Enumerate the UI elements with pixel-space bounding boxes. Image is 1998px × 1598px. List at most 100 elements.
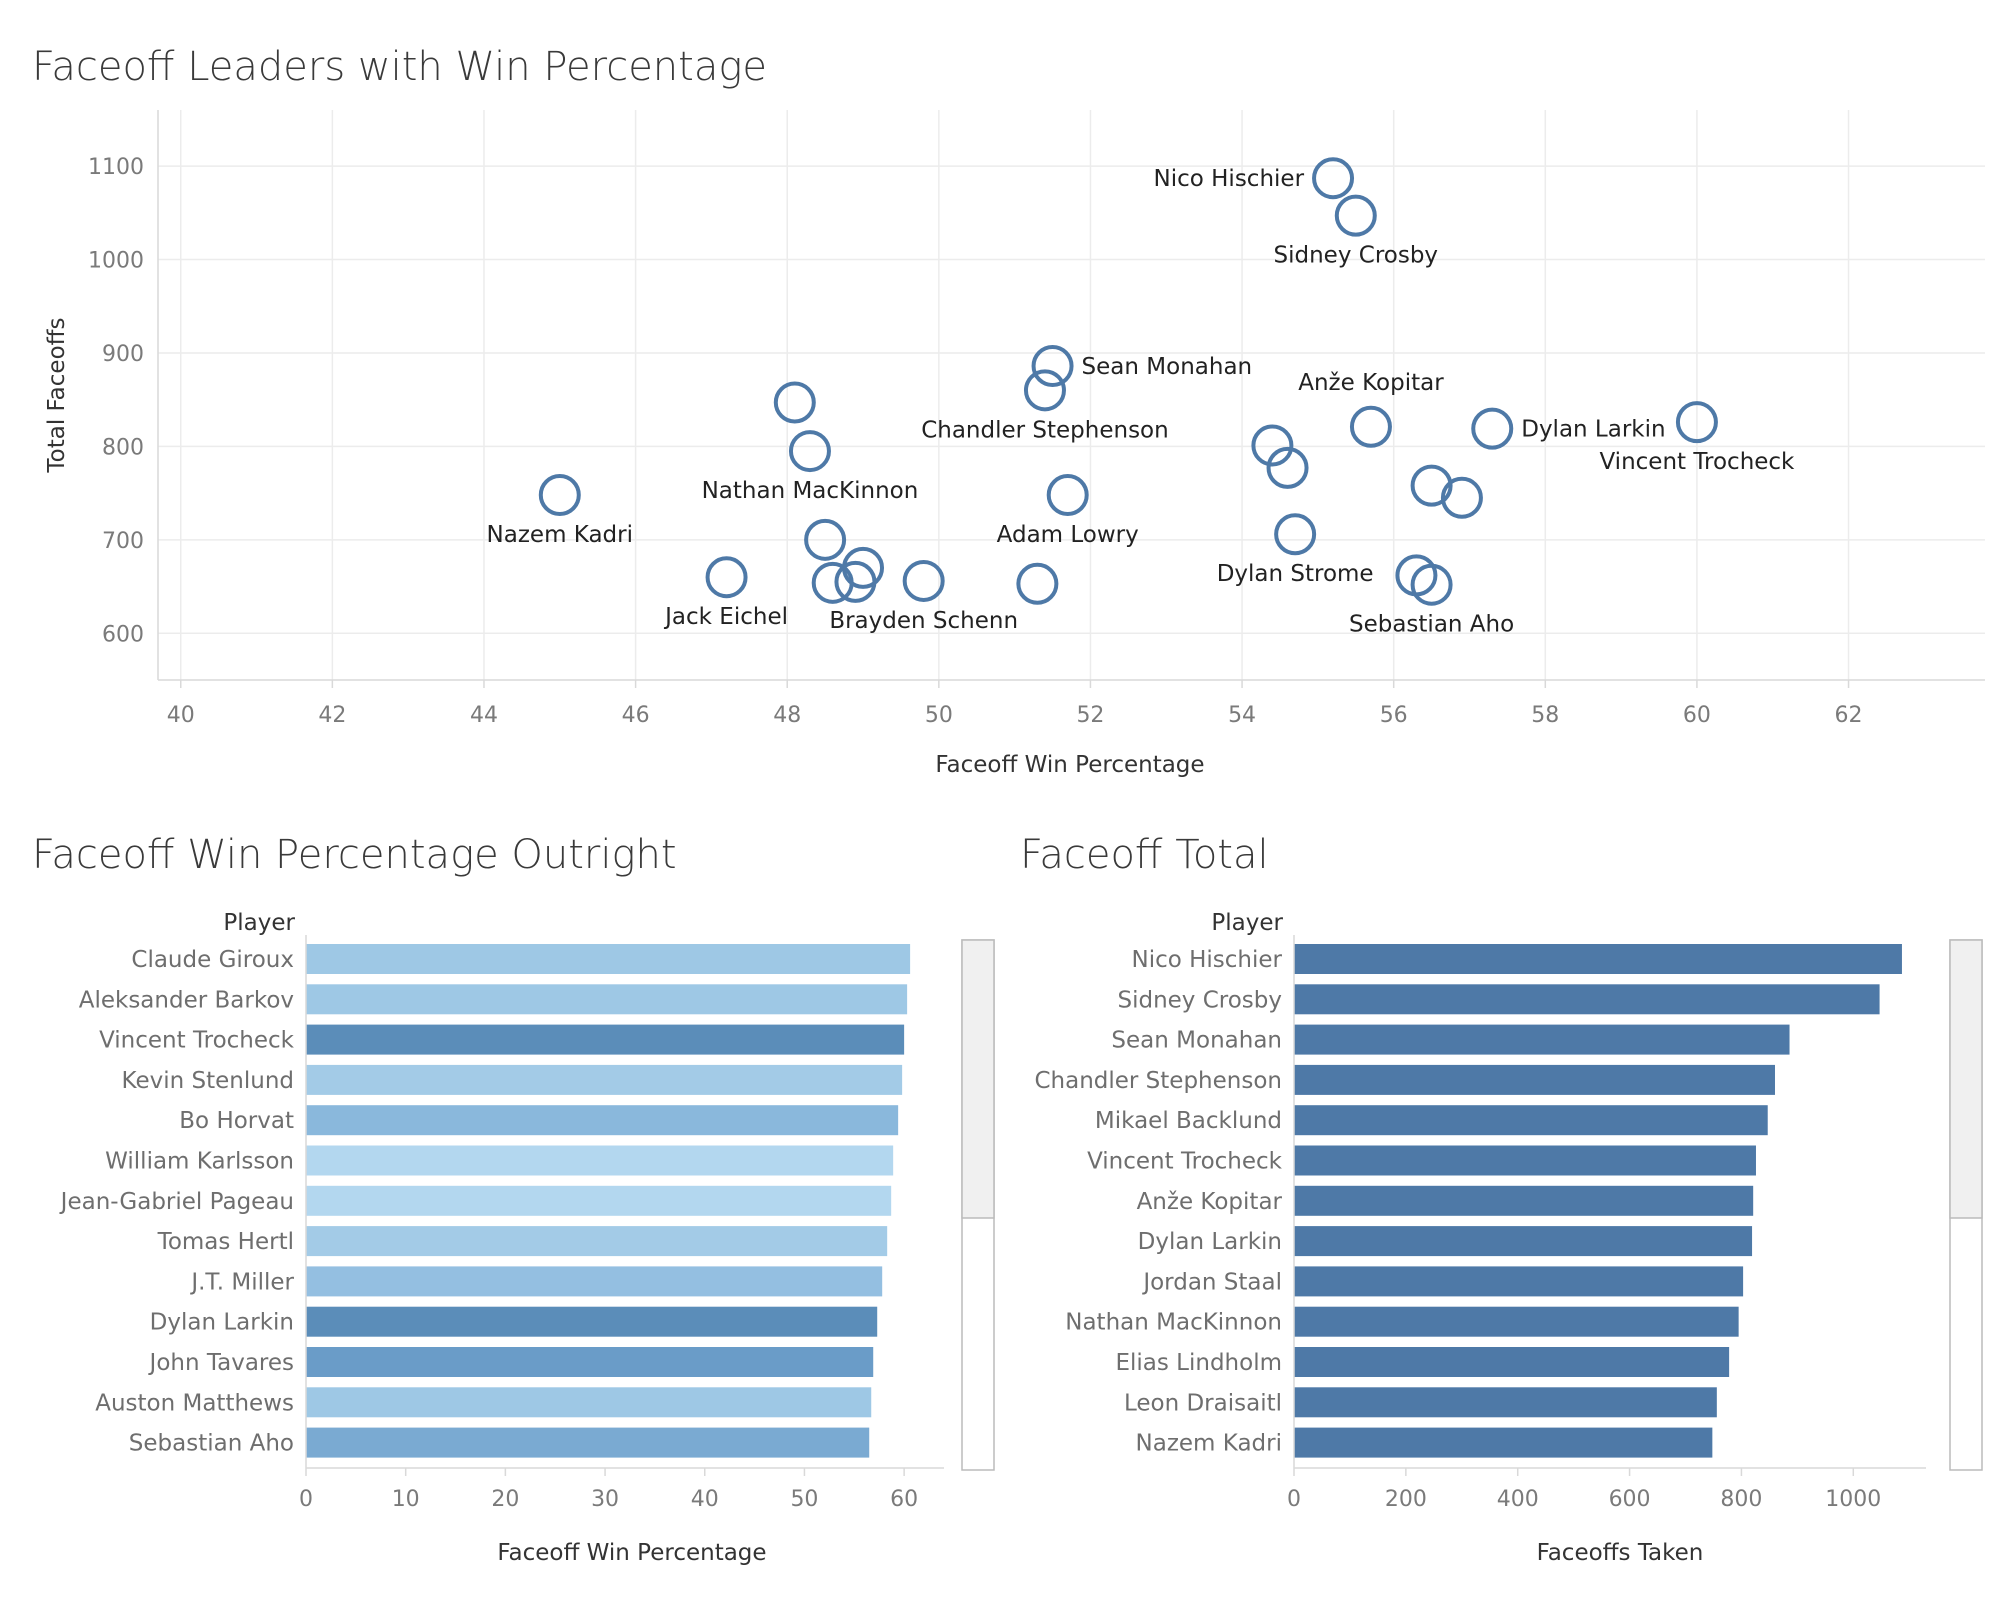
faceoff-total-category-label: Elias Lindholm — [1115, 1350, 1282, 1376]
win-pct-bar — [306, 984, 908, 1015]
y-tick-label: 900 — [102, 342, 144, 367]
win-pct-category-label: J.T. Miller — [189, 1269, 294, 1295]
scatter-point — [834, 560, 877, 603]
win-pct-bar — [306, 1387, 872, 1418]
faceoff-total-bar — [1294, 1145, 1756, 1176]
win-pct-category-label: Claude Giroux — [131, 947, 294, 973]
y-tick-label: 800 — [102, 435, 144, 460]
win-pct-title: Faceoff Win Percentage Outright — [32, 832, 677, 878]
faceoff-total-bar — [1294, 1185, 1754, 1216]
faceoff-total-bar — [1294, 1387, 1717, 1418]
scatter-point — [1410, 563, 1453, 606]
point-label: Dylan Larkin — [1521, 417, 1665, 443]
faceoff-total-scrollbar-thumb[interactable] — [1949, 939, 1983, 1219]
faceoff-total-x-tick-label: 200 — [1385, 1487, 1427, 1512]
faceoff-total-x-tick-label: 400 — [1497, 1487, 1539, 1512]
faceoff-total-title: Faceoff Total — [1020, 832, 1269, 878]
scatter-point — [902, 559, 945, 602]
scatter-point — [811, 561, 854, 604]
point-label: Adam Lowry — [997, 522, 1139, 548]
scatter-x-axis-title: Faceoff Win Percentage — [935, 752, 1204, 778]
faceoff-total-category-label: Chandler Stephenson — [1034, 1068, 1282, 1094]
win-pct-bar — [306, 1185, 892, 1216]
win-pct-bar — [306, 1347, 874, 1377]
faceoff-total-bars: Nico Hischier Sidney Crosby Sean Monahan Ch… — [1034, 935, 1926, 1512]
point-label: Sebastian Aho — [1349, 612, 1514, 638]
win-pct-x-tick-label: 10 — [392, 1487, 420, 1512]
point-label: Jack Eichel — [663, 604, 788, 630]
scatter-labels: Nico Hischier Sidney Crosby Sean Monahan Ch… — [487, 166, 1796, 637]
scatter-point — [705, 556, 748, 599]
y-tick-label: 1100 — [88, 155, 144, 180]
win-pct-row-header: Player — [223, 910, 295, 936]
x-tick-label: 42 — [318, 703, 346, 728]
x-tick-label: 52 — [1076, 703, 1104, 728]
scatter-ticks: 40 42 44 46 48 50 52 54 56 58 60 62 600 700 800 900 1000… — [88, 155, 1863, 728]
x-tick-label: 48 — [773, 703, 801, 728]
win-pct-bar-chart: Faceoff Win Percentage Outright Player C… — [32, 832, 995, 1566]
scatter-point — [1016, 562, 1059, 605]
win-pct-category-label: William Karlsson — [105, 1149, 294, 1175]
point-label: Brayden Schenn — [829, 608, 1018, 634]
win-pct-category-label: Jean-Gabriel Pageau — [59, 1189, 294, 1215]
x-tick-label: 50 — [925, 703, 953, 728]
y-tick-label: 600 — [102, 622, 144, 647]
point-label: Dylan Strome — [1217, 561, 1374, 587]
faceoff-total-bar — [1294, 1347, 1730, 1377]
x-tick-label: 60 — [1683, 703, 1711, 728]
faceoff-total-bar — [1294, 1266, 1744, 1297]
faceoff-total-bar — [1294, 1226, 1753, 1257]
win-pct-scrollbar[interactable] — [961, 939, 995, 1471]
scatter-point — [1410, 464, 1453, 507]
win-pct-bar — [306, 1427, 870, 1458]
point-label: Nico Hischier — [1154, 166, 1305, 192]
point-label: Sidney Crosby — [1274, 243, 1439, 269]
scatter-point — [538, 473, 581, 516]
win-pct-category-label: Vincent Trocheck — [99, 1028, 295, 1054]
scatter-point — [1251, 424, 1294, 467]
faceoff-total-bar — [1294, 944, 1902, 974]
x-tick-label: 62 — [1835, 703, 1863, 728]
y-tick-label: 700 — [102, 529, 144, 554]
scatter-point — [1046, 473, 1089, 516]
faceoff-total-category-label: Sean Monahan — [1111, 1028, 1282, 1054]
point-label: Chandler Stephenson — [921, 417, 1169, 443]
scatter-point — [773, 381, 816, 424]
faceoff-total-x-tick-label: 600 — [1609, 1487, 1651, 1512]
point-label: Sean Monahan — [1082, 354, 1253, 380]
win-pct-bar — [306, 1105, 899, 1136]
faceoff-total-scrollbar[interactable] — [1949, 939, 1983, 1471]
scatter-point — [1023, 369, 1066, 412]
win-pct-x-tick-label: 30 — [591, 1487, 619, 1512]
win-pct-bar — [306, 1306, 878, 1337]
win-pct-bar — [306, 1024, 905, 1055]
scatter-point — [1031, 345, 1074, 388]
faceoff-total-x-tick-label: 1000 — [1825, 1487, 1881, 1512]
faceoff-total-bar — [1294, 984, 1880, 1015]
point-label: Anže Kopitar — [1298, 370, 1444, 396]
win-pct-bar — [306, 944, 911, 974]
faceoff-total-category-label: Dylan Larkin — [1138, 1229, 1282, 1255]
win-pct-x-tick-label: 20 — [491, 1487, 519, 1512]
x-tick-label: 56 — [1380, 703, 1408, 728]
win-pct-scrollbar-thumb[interactable] — [961, 939, 995, 1219]
point-label: Nathan MacKinnon — [702, 478, 919, 504]
point-label: Nazem Kadri — [487, 522, 633, 548]
faceoff-total-category-label: Leon Draisaitl — [1124, 1390, 1282, 1416]
scatter-point — [1675, 401, 1718, 444]
scatter-point — [1334, 194, 1377, 237]
faceoff-total-category-label: Nico Hischier — [1131, 947, 1282, 973]
faceoff-total-x-tick-label: 800 — [1720, 1487, 1762, 1512]
faceoff-total-category-label: Mikael Backlund — [1095, 1108, 1282, 1134]
point-label: Vincent Trocheck — [1599, 449, 1795, 475]
scatter-title: Faceoff Leaders with Win Percentage — [32, 44, 767, 90]
faceoff-total-category-label: Nazem Kadri — [1136, 1431, 1282, 1457]
faceoff-total-category-label: Anže Kopitar — [1137, 1189, 1283, 1215]
faceoff-total-bar — [1294, 1306, 1739, 1337]
win-pct-x-tick-label: 50 — [790, 1487, 818, 1512]
win-pct-category-label: Auston Matthews — [95, 1390, 294, 1416]
x-tick-label: 40 — [167, 703, 195, 728]
faceoff-total-category-label: Nathan MacKinnon — [1065, 1310, 1282, 1336]
x-tick-label: 54 — [1228, 703, 1256, 728]
